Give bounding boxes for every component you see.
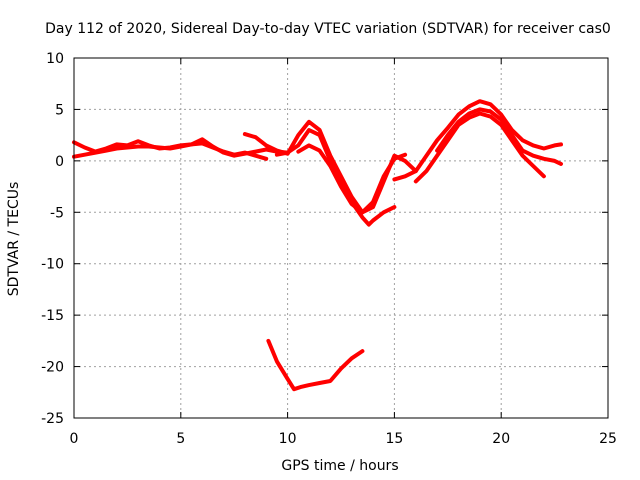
series-line-track-4	[274, 128, 397, 227]
grid-lines	[74, 58, 608, 418]
x-tick-label: 5	[176, 431, 185, 447]
x-tick-label: 20	[492, 431, 510, 447]
series-line-track-5	[296, 143, 408, 215]
series-line-track-7	[413, 111, 546, 184]
series-line-track-6	[392, 99, 563, 182]
series-line-track-8	[435, 107, 563, 166]
y-tick-label: -20	[41, 360, 64, 376]
x-tick-label: 10	[279, 431, 297, 447]
x-tick-label: 15	[385, 431, 403, 447]
x-axis-label: GPS time / hours	[281, 458, 398, 474]
y-tick-label: -25	[41, 411, 64, 427]
x-tick-label: 0	[70, 431, 79, 447]
y-axis-label: SDTVAR / TECUs	[6, 182, 22, 297]
axis-ticks: 0 5 10 15 20 25 -25 -20 -15 -10 -5 0 5 10	[41, 51, 617, 447]
y-tick-label: 5	[55, 102, 64, 118]
y-tick-label: 10	[46, 51, 64, 67]
series-line-track-2	[72, 141, 269, 161]
y-tick-label: -10	[41, 257, 64, 273]
plot-frame	[73, 57, 609, 419]
data-series	[72, 99, 563, 392]
y-tick-label: 0	[55, 154, 64, 170]
chart-title: Day 112 of 2020, Sidereal Day-to-day VTE…	[45, 21, 611, 37]
y-tick-label: -15	[41, 308, 64, 324]
y-tick-label: -5	[50, 205, 64, 221]
x-tick-label: 25	[599, 431, 617, 447]
series-line-track-9	[266, 338, 365, 392]
